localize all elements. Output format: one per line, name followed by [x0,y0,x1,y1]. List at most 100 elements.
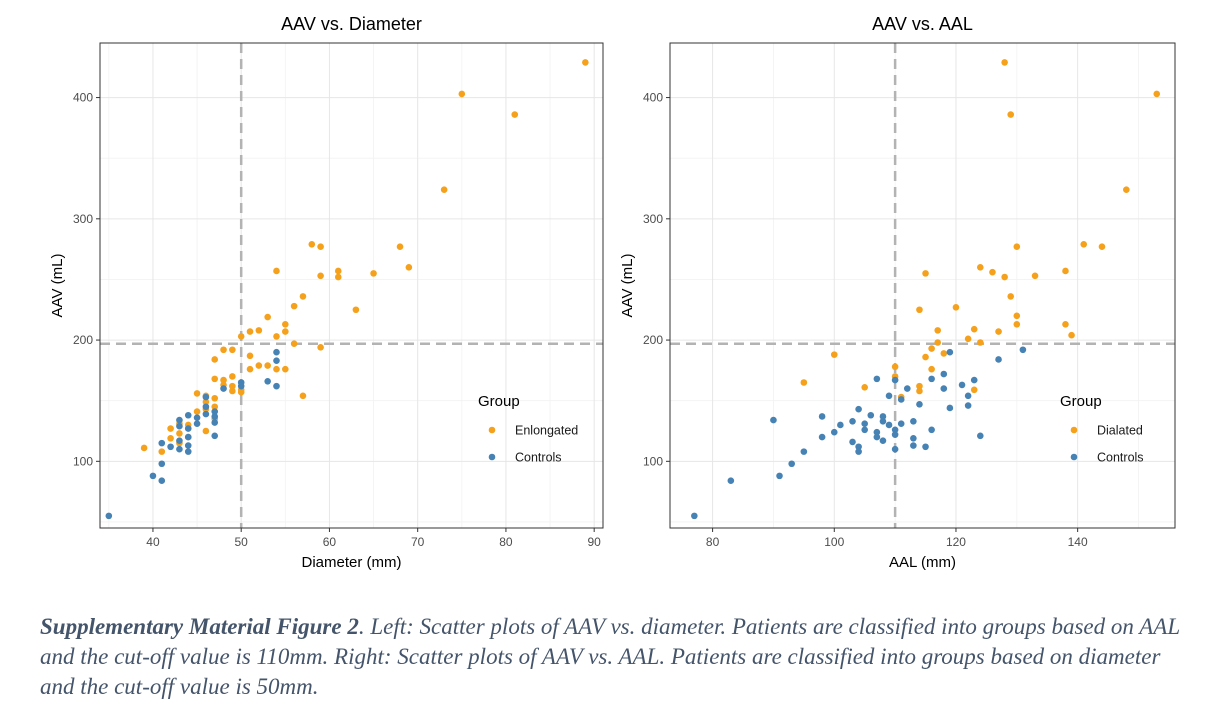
data-point [897,396,905,403]
data-point [202,410,210,418]
data-point [855,448,862,455]
data-point [167,434,174,442]
data-point [1007,111,1015,118]
data-point [885,392,893,400]
data-point [1153,90,1161,98]
x-tick-label: 100 [824,535,844,549]
x-tick-label: 120 [946,535,966,549]
data-point [193,408,201,415]
data-point [176,416,183,424]
data-point [264,377,271,385]
data-point [255,362,263,369]
data-point [582,59,589,66]
data-point [970,376,978,384]
data-point [149,472,157,480]
data-point [1062,321,1069,328]
data-point [229,373,236,380]
data-point [1068,331,1075,339]
data-point [964,335,972,343]
data-point [691,512,698,520]
data-point [891,363,899,371]
data-point [211,419,219,426]
data-point [934,327,942,334]
x-axis-title: Diameter (mm) [302,554,402,571]
data-point [989,268,996,276]
plot-border [669,42,1176,529]
data-point [220,376,227,384]
data-point [246,365,254,373]
data-point [184,433,192,441]
data-point [176,445,183,453]
data-point [964,402,972,409]
data-point [458,90,466,98]
data-point [995,356,1002,363]
data-point [176,437,183,445]
data-point [879,413,887,420]
data-point [440,186,448,194]
data-point [928,426,935,434]
data-point [879,418,887,425]
data-point [1123,186,1130,194]
y-tick-label: 100 [73,454,93,468]
data-point [910,442,917,449]
data-point [202,393,210,401]
y-axis-title: AAV (mL) [619,254,636,318]
data-point [229,346,236,354]
data-point [352,306,360,314]
legend-key-controls [1070,453,1078,461]
data-point [317,344,324,351]
data-point [211,375,219,383]
data-point [928,365,935,373]
data-point [940,385,948,392]
data-point [273,348,280,356]
data-point [891,431,899,438]
data-point [910,418,917,425]
chart-panel-2: AAV vs. AAL 80 100 120 140 100 200 300 400 AAL (m… [619,14,1176,571]
data-point [202,398,210,406]
data-point [193,414,201,421]
data-point [958,381,966,389]
data-point [916,382,923,390]
data-point [788,460,795,468]
data-point [776,472,783,480]
x-tick-label: 80 [706,535,720,549]
data-point [928,375,935,383]
data-point [308,240,316,248]
chart-panel-1: AAV vs. Diameter 40 50 60 70 80 90 100 200 300 400… [49,14,604,571]
data-point [916,306,923,314]
data-point [873,375,881,383]
data-point [855,405,862,413]
data-point [202,427,210,435]
y-axis-title: AAV (mL) [49,254,66,318]
data-point [830,351,838,358]
data-point [770,416,777,424]
y-tick-label: 300 [73,212,93,226]
data-point [158,477,166,485]
plot-border [99,42,604,529]
data-point [855,443,862,451]
data-point [370,270,377,277]
data-point [158,448,166,455]
data-point [246,328,254,335]
series-controls [691,346,1027,520]
data-point [237,379,245,386]
data-point [934,339,942,346]
data-point [229,382,236,390]
legend-label-dialated: Dialated [1097,424,1143,438]
data-point [922,353,929,361]
data-point [977,339,984,346]
data-point [220,385,227,392]
data-point [1031,272,1039,280]
data-point [885,421,893,429]
data-point [1013,243,1021,250]
data-point [264,313,271,321]
data-point [873,428,881,436]
data-point [1098,243,1106,250]
data-point [282,328,289,335]
data-point [273,357,280,364]
data-point [995,328,1002,335]
data-point [282,365,289,373]
data-point [184,425,192,432]
data-point [273,267,280,275]
data-point [176,430,183,437]
